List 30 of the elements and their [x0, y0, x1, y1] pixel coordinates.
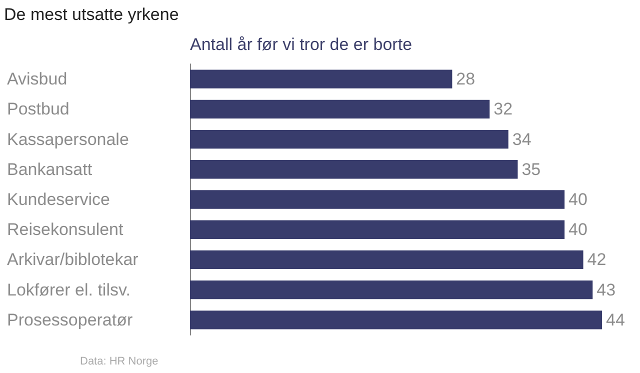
- y-tick-label: Prosessoperatør: [7, 310, 133, 330]
- bar: [190, 100, 490, 118]
- y-tick-label: Kassapersonale: [7, 130, 129, 149]
- data-label: 42: [587, 250, 606, 270]
- bar: [190, 250, 584, 270]
- data-label: 35: [522, 160, 541, 179]
- chart-subtitle: Antall år før vi tror de er borte: [190, 35, 412, 54]
- text: Data: HR Norge: [80, 356, 158, 368]
- y-tick-label: Avisbud: [7, 70, 68, 89]
- data-label: 34: [512, 130, 532, 149]
- data-label: 44: [606, 310, 625, 330]
- bar: [190, 130, 508, 149]
- data-label: 40: [568, 190, 588, 209]
- data-label: 40: [568, 220, 588, 240]
- bar: [190, 70, 452, 88]
- bar: [190, 160, 518, 179]
- data-label: 28: [456, 70, 476, 89]
- chart-title: De mest utsatte yrkene: [4, 5, 179, 24]
- data-label: 43: [596, 280, 616, 300]
- y-tick-label: Lokfører el. tilsv.: [7, 280, 130, 300]
- bar: [190, 310, 602, 330]
- bar: [190, 220, 565, 239]
- y-tick-label: Postbud: [7, 100, 70, 119]
- y-tick-label: Kundeservice: [7, 190, 110, 209]
- y-tick-label: Reisekonsulent: [7, 220, 124, 240]
- data-label: 32: [494, 100, 513, 119]
- y-tick-label: Bankansatt: [7, 160, 92, 179]
- y-tick-label: Arkivar/biblotekar: [7, 250, 139, 270]
- bar: [190, 190, 565, 209]
- bar: [190, 280, 593, 300]
